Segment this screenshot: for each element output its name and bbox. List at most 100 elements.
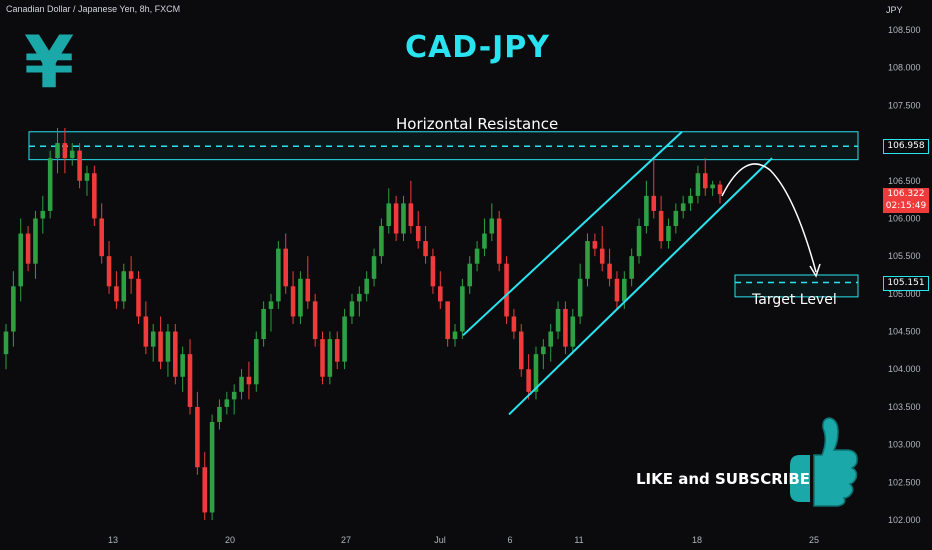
candle (658, 195, 664, 249)
candle-body (563, 308, 568, 347)
candle (128, 256, 134, 294)
candle-body (165, 331, 171, 362)
target-price-tag: 105.151 (883, 276, 929, 291)
candle-body (651, 195, 657, 211)
candle-body (173, 331, 178, 377)
candle-body (533, 354, 539, 392)
candle (430, 248, 436, 294)
arrow-head (809, 263, 821, 278)
candle-body (570, 316, 576, 347)
candle-body (607, 263, 612, 279)
candle-body (467, 263, 473, 287)
candle-body (511, 316, 517, 332)
like-subscribe-label: LIKE and SUBSCRIBE (636, 470, 811, 488)
candle-body (217, 406, 222, 422)
resistance-label: Horizontal Resistance (396, 115, 559, 133)
candle-body (261, 308, 266, 340)
candle (680, 195, 686, 219)
chart-title: CAD-JPY (405, 30, 551, 65)
candle-body (33, 218, 38, 264)
candle-body (408, 203, 414, 226)
candle (357, 286, 362, 317)
candle-body (577, 278, 583, 317)
projection-arrow (721, 163, 817, 273)
candle (496, 210, 502, 272)
candle-body (99, 218, 104, 257)
candle (224, 391, 230, 415)
candle-body (187, 354, 193, 407)
candle-body (482, 233, 487, 249)
candle (393, 195, 399, 242)
candle-body (180, 354, 185, 377)
candle (3, 324, 9, 370)
candle (452, 324, 458, 347)
candle (283, 233, 288, 294)
candle-body (710, 184, 715, 189)
candle-body (636, 226, 642, 257)
candle (673, 203, 679, 234)
candle-body (371, 256, 377, 279)
candle (599, 226, 605, 272)
candle (349, 293, 355, 324)
candle-body (585, 241, 590, 279)
candle-body (415, 226, 421, 242)
candle-body (717, 184, 723, 195)
candle-body (644, 195, 649, 226)
candle-body (231, 391, 237, 400)
y-tick-label: 102.000 (888, 515, 921, 525)
candle (548, 324, 553, 362)
candle-body (150, 331, 156, 347)
x-tick-label: 6 (507, 535, 512, 545)
candle-body (430, 256, 436, 287)
candle (77, 143, 82, 189)
candle-body (136, 278, 141, 317)
candle-body (143, 316, 149, 347)
candle (165, 324, 171, 377)
candle (18, 218, 24, 302)
candle-body (445, 301, 450, 340)
candle (688, 188, 693, 211)
candle-body (474, 248, 480, 264)
y-tick-label: 103.500 (888, 402, 921, 412)
candle-body (276, 248, 281, 302)
candle (445, 301, 450, 347)
candle-body (25, 233, 31, 264)
y-tick-label: 105.500 (888, 251, 921, 261)
candle-body (268, 301, 274, 309)
candle-body (393, 203, 399, 234)
y-tick-label: 103.000 (888, 440, 921, 450)
candle (386, 188, 392, 234)
candle (342, 308, 347, 370)
candle (320, 331, 325, 385)
candle-body (298, 278, 303, 317)
x-tick-label: 20 (225, 535, 235, 545)
candle-body (496, 218, 502, 264)
candle (33, 210, 38, 279)
candle (555, 301, 561, 340)
candle (526, 354, 531, 400)
y-tick-label: 108.500 (888, 25, 921, 35)
candle (651, 158, 657, 219)
candle (644, 180, 649, 234)
candle (570, 308, 576, 355)
candle-body (40, 210, 46, 219)
candle (541, 339, 546, 370)
candle-body (658, 210, 664, 242)
candle (423, 226, 428, 264)
candle (209, 414, 215, 520)
candle (47, 150, 53, 219)
candle (489, 203, 495, 242)
candle (158, 316, 163, 370)
candle-body (555, 308, 561, 332)
candle (268, 293, 274, 332)
y-tick-label: 107.500 (888, 100, 921, 110)
candle-body (195, 406, 200, 468)
candle (187, 339, 193, 415)
candle (702, 158, 708, 196)
candle (518, 324, 524, 377)
candle (195, 391, 200, 475)
symbol-header: Canadian Dollar / Japanese Yen, 8h, FXCM (6, 4, 181, 14)
candle (55, 128, 60, 174)
candle-body (688, 195, 693, 204)
candle (276, 241, 281, 309)
